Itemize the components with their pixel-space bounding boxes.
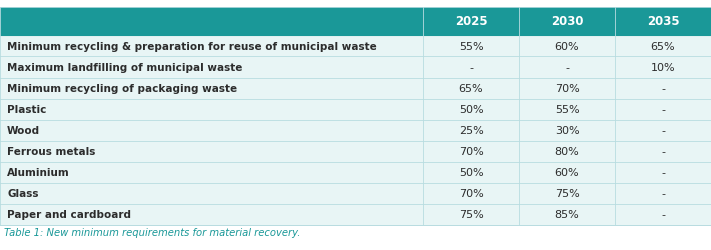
Text: 65%: 65% bbox=[651, 42, 675, 52]
Text: 50%: 50% bbox=[459, 168, 483, 177]
Text: Paper and cardboard: Paper and cardboard bbox=[7, 210, 131, 220]
Text: 60%: 60% bbox=[555, 42, 579, 52]
Text: 10%: 10% bbox=[651, 63, 675, 73]
Bar bbox=[0, 183, 711, 204]
Text: 65%: 65% bbox=[459, 84, 483, 94]
Text: 70%: 70% bbox=[459, 146, 483, 156]
Text: Minimum recycling of packaging waste: Minimum recycling of packaging waste bbox=[7, 84, 237, 94]
Text: -: - bbox=[661, 84, 665, 94]
Text: 55%: 55% bbox=[555, 105, 579, 115]
Bar bbox=[0, 8, 711, 36]
Text: 75%: 75% bbox=[459, 210, 483, 220]
Text: 25%: 25% bbox=[459, 126, 483, 136]
Text: Plastic: Plastic bbox=[7, 105, 46, 115]
Text: Wood: Wood bbox=[7, 126, 41, 136]
Text: -: - bbox=[469, 63, 473, 73]
Text: Table 1: New minimum requirements for material recovery.: Table 1: New minimum requirements for ma… bbox=[4, 228, 300, 237]
Text: 2035: 2035 bbox=[647, 16, 679, 28]
Text: 60%: 60% bbox=[555, 168, 579, 177]
Text: -: - bbox=[661, 146, 665, 156]
Bar bbox=[0, 57, 711, 78]
Text: 70%: 70% bbox=[459, 188, 483, 198]
Text: 70%: 70% bbox=[555, 84, 579, 94]
Text: -: - bbox=[661, 168, 665, 177]
Bar bbox=[0, 78, 711, 99]
Bar bbox=[0, 141, 711, 162]
Text: Maximum landfilling of municipal waste: Maximum landfilling of municipal waste bbox=[7, 63, 242, 73]
Text: 2030: 2030 bbox=[551, 16, 583, 28]
Text: Minimum recycling & preparation for reuse of municipal waste: Minimum recycling & preparation for reus… bbox=[7, 42, 377, 52]
Text: -: - bbox=[661, 105, 665, 115]
Text: -: - bbox=[661, 126, 665, 136]
Bar bbox=[0, 204, 711, 225]
Bar bbox=[0, 162, 711, 183]
Text: 80%: 80% bbox=[555, 146, 579, 156]
Text: Glass: Glass bbox=[7, 188, 38, 198]
Text: 30%: 30% bbox=[555, 126, 579, 136]
Bar bbox=[0, 36, 711, 57]
Bar bbox=[0, 120, 711, 141]
Text: -: - bbox=[565, 63, 569, 73]
Text: 2025: 2025 bbox=[455, 16, 487, 28]
Text: -: - bbox=[661, 210, 665, 220]
Text: 55%: 55% bbox=[459, 42, 483, 52]
Text: Aluminium: Aluminium bbox=[7, 168, 70, 177]
Text: 50%: 50% bbox=[459, 105, 483, 115]
Text: 75%: 75% bbox=[555, 188, 579, 198]
Text: -: - bbox=[661, 188, 665, 198]
Text: 85%: 85% bbox=[555, 210, 579, 220]
Bar bbox=[0, 99, 711, 120]
Text: Ferrous metals: Ferrous metals bbox=[7, 146, 95, 156]
